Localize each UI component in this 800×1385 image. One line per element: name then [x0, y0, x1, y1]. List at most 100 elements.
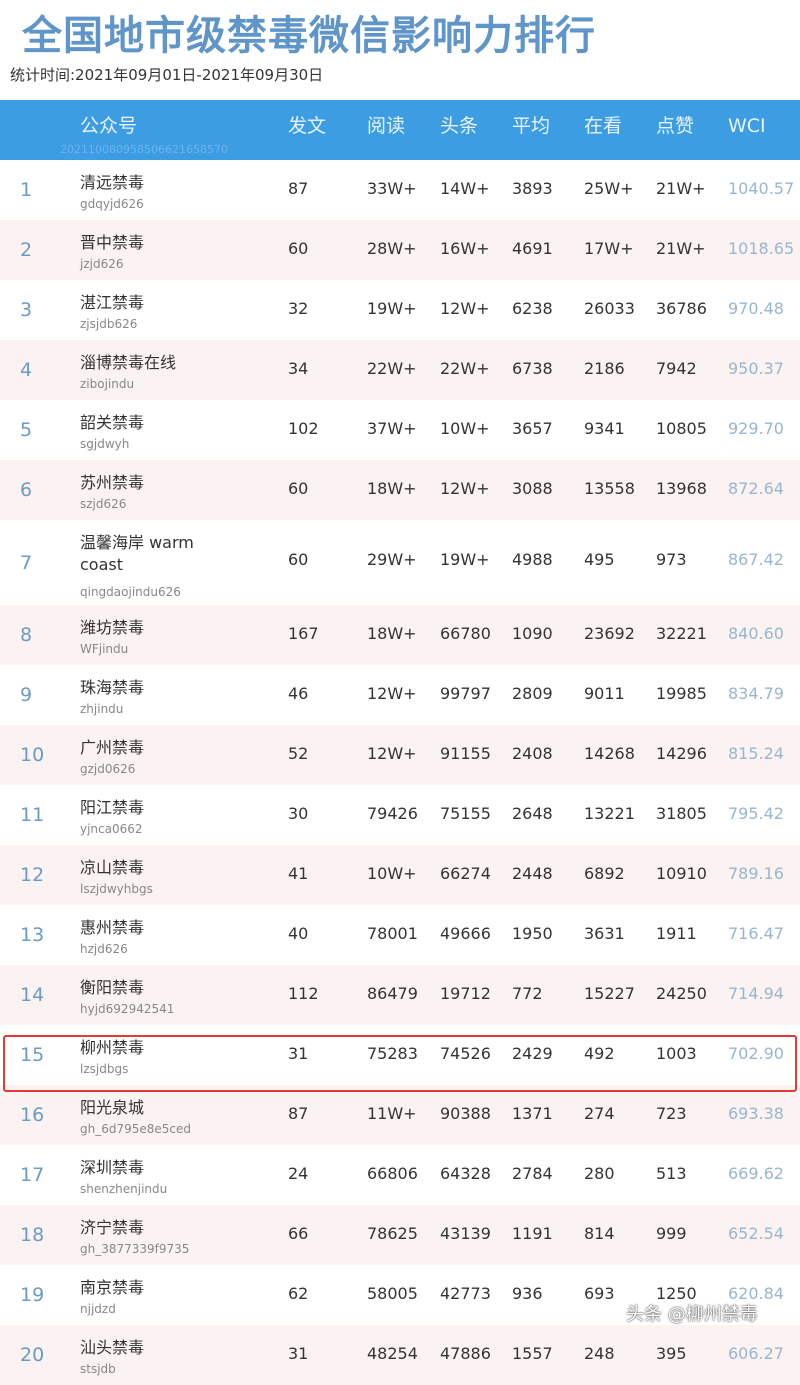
cell-name: 深圳禁毒: [80, 1158, 145, 1177]
cell-rank: 18: [20, 1224, 45, 1246]
cell-wci: 867.42: [728, 550, 784, 569]
cell-rank: 6: [20, 479, 33, 501]
cell-reads: 33W+: [367, 179, 417, 198]
cell-account: njjdzd: [80, 1302, 116, 1316]
cell-likes: 21W+: [656, 179, 706, 198]
cell-posts: 167: [288, 624, 319, 643]
cell-average: 2809: [512, 684, 553, 703]
cell-posts: 87: [288, 179, 309, 198]
cell-watching: 3631: [584, 924, 625, 943]
cell-average: 4988: [512, 550, 553, 569]
cell-likes: 723: [656, 1104, 687, 1123]
cell-likes: 31805: [656, 804, 707, 823]
cell-reads: 66806: [367, 1164, 418, 1183]
cell-headline: 12W+: [440, 299, 490, 318]
cell-average: 2648: [512, 804, 553, 823]
cell-account: qingdaojindu626: [80, 585, 181, 599]
cell-likes: 13968: [656, 479, 707, 498]
cell-account: zhjindu: [80, 702, 124, 716]
cell-posts: 31: [288, 1344, 309, 1363]
table-row: 16 阳光泉城 gh_6d795e8e5ced 87 11W+ 90388 1371 274 7…: [0, 1085, 800, 1145]
cell-name: 衡阳禁毒: [80, 978, 145, 997]
cell-average: 6238: [512, 299, 553, 318]
cell-likes: 36786: [656, 299, 707, 318]
cell-average: 2448: [512, 864, 553, 883]
cell-posts: 40: [288, 924, 309, 943]
cell-account: lszjdwyhbgs: [80, 882, 153, 896]
cell-reads: 10W+: [367, 864, 417, 883]
cell-wci: 693.38: [728, 1104, 784, 1123]
cell-name: 潍坊禁毒: [80, 618, 145, 637]
cell-watching: 26033: [584, 299, 635, 318]
cell-wci: 815.24: [728, 744, 784, 763]
cell-reads: 18W+: [367, 624, 417, 643]
cell-headline: 49666: [440, 924, 491, 943]
cell-watching: 9341: [584, 419, 625, 438]
cell-reads: 37W+: [367, 419, 417, 438]
cell-posts: 66: [288, 1224, 309, 1243]
cell-wci: 1018.65: [728, 239, 795, 258]
cell-name: 湛江禁毒: [80, 293, 145, 312]
cell-watching: 814: [584, 1224, 615, 1243]
col-average: 平均: [512, 115, 551, 137]
table-header: 公众号 发文 阅读 头条 平均 在看 点赞 WCI 20211008095850…: [0, 100, 800, 160]
cell-posts: 102: [288, 419, 319, 438]
cell-likes: 1250: [656, 1284, 697, 1303]
cell-headline: 90388: [440, 1104, 491, 1123]
cell-account: hyjd692942541: [80, 1002, 175, 1016]
cell-likes: 10805: [656, 419, 707, 438]
cell-name: 晋中禁毒: [80, 233, 145, 252]
cell-reads: 19W+: [367, 299, 417, 318]
cell-posts: 32: [288, 299, 309, 318]
cell-account: jzjd626: [80, 257, 124, 271]
col-reads: 阅读: [367, 115, 406, 137]
cell-headline: 91155: [440, 744, 491, 763]
cell-rank: 3: [20, 299, 33, 321]
cell-rank: 15: [20, 1044, 45, 1066]
cell-account: lzsjdbgs: [80, 1062, 129, 1076]
cell-likes: 10910: [656, 864, 707, 883]
cell-wci: 1040.57: [728, 179, 795, 198]
cell-watching: 248: [584, 1344, 615, 1363]
cell-average: 772: [512, 984, 543, 1003]
cell-wci: 620.84: [728, 1284, 784, 1303]
cell-average: 1090: [512, 624, 553, 643]
cell-name: 惠州禁毒: [80, 918, 145, 937]
cell-headline: 14W+: [440, 179, 490, 198]
cell-wci: 714.94: [728, 984, 784, 1003]
col-headline: 头条: [440, 115, 479, 137]
cell-posts: 112: [288, 984, 319, 1003]
cell-average: 3657: [512, 419, 553, 438]
cell-headline: 66274: [440, 864, 491, 883]
table-row: 1 清远禁毒 gdqyjd626 87 33W+ 14W+ 3893 25W+ 21W+ 1040…: [0, 160, 800, 220]
cell-likes: 19985: [656, 684, 707, 703]
cell-rank: 10: [20, 744, 45, 766]
cell-rank: 14: [20, 984, 45, 1006]
cell-rank: 20: [20, 1344, 45, 1366]
cell-name: 济宁禁毒: [80, 1218, 145, 1237]
cell-reads: 12W+: [367, 684, 417, 703]
cell-reads: 78625: [367, 1224, 418, 1243]
cell-posts: 62: [288, 1284, 309, 1303]
cell-headline: 66780: [440, 624, 491, 643]
cell-posts: 31: [288, 1044, 309, 1063]
header-watermark: 20211008095850662165857​0: [60, 143, 228, 156]
cell-headline: 99797: [440, 684, 491, 703]
cell-wci: 716.47: [728, 924, 784, 943]
highlight-box: [3, 1035, 797, 1092]
cell-name: 珠海禁毒: [80, 678, 145, 697]
table-row: 17 深圳禁毒 shenzhenjindu 24 66806 64328 2784 280 51…: [0, 1145, 800, 1205]
cell-account: gzjd0626: [80, 762, 136, 776]
cell-headline: 75155: [440, 804, 491, 823]
col-watching: 在看: [584, 115, 623, 137]
cell-posts: 24: [288, 1164, 309, 1183]
cell-name: 阳光泉城: [80, 1098, 145, 1117]
cell-reads: 78001: [367, 924, 418, 943]
cell-rank: 16: [20, 1104, 45, 1126]
cell-name: 韶关禁毒: [80, 413, 145, 432]
cell-name: 清远禁毒: [80, 173, 145, 192]
table-row: 3 湛江禁毒 zjsjdb626 32 19W+ 12W+ 6238 26033 36786 97…: [0, 280, 800, 340]
cell-account: zibojindu: [80, 377, 135, 391]
cell-likes: 21W+: [656, 239, 706, 258]
cell-headline: 19W+: [440, 550, 490, 569]
